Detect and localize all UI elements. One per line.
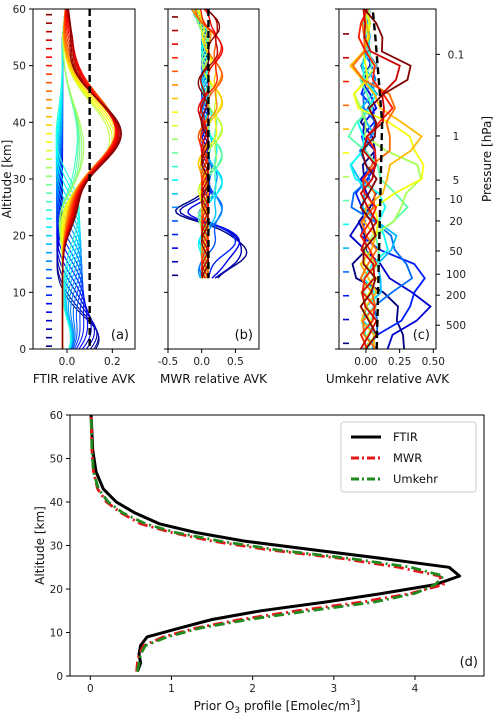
panel-a-avk-lines (55, 8, 122, 350)
panel-c-x-axis-label: Umkehr relative AVK (326, 372, 450, 386)
panel-b: -0.5 0.0 0.5 (b) MWR relative AVK (158, 8, 268, 386)
x-tick-label: 0.0 (193, 356, 210, 368)
avk-line (199, 8, 219, 279)
panel-b-y-ticks (164, 8, 168, 350)
y-tick-label: 40 (13, 117, 26, 129)
panel-c-side-markers (343, 33, 349, 345)
series-ftir-line (89, 414, 462, 673)
legend-box (340, 421, 477, 493)
panel-d-y-axis-label: Altitude [km] (33, 506, 47, 585)
xlabel-end: ] (356, 699, 361, 713)
panel-d-legend: FTIR MWR Umkehr (340, 421, 477, 493)
panel-a-side-markers (46, 13, 52, 347)
pressure-tick-label: 10 (449, 194, 462, 206)
panel-a-y-ticks: 0 10 20 30 40 50 60 (13, 4, 33, 356)
panel-a-x-axis-label: FTIR relative AVK (33, 372, 136, 386)
x-tick-label: 0.00 (354, 356, 377, 368)
panel-d-x-axis-label: Prior O3 profile [Emolec/m3] (194, 698, 361, 716)
x-tick-label: 0.25 (388, 356, 411, 368)
panel-a-x-ticks: 0.0 0.2 (59, 349, 121, 368)
x-tick-label: 1 (168, 683, 175, 695)
y-tick-label: 40 (50, 497, 63, 509)
xlabel-mid: profile [Emolec/m (240, 699, 350, 713)
panel-b-side-markers (172, 16, 178, 277)
xlabel-subscript: 3 (234, 706, 240, 716)
y-tick-label: 10 (13, 287, 26, 299)
avk-line (55, 8, 80, 350)
pressure-tick-label: 1 (453, 131, 460, 143)
panel-a: 0.0 0.2 0 10 20 30 40 50 60 (a) FTIR relative A… (0, 4, 136, 386)
pressure-tick-label: 50 (449, 246, 462, 258)
series-umkehr-line (89, 414, 445, 672)
panel-c-label: (c) (413, 328, 430, 343)
avk-line (352, 8, 425, 350)
legend-label-umkehr: Umkehr (393, 472, 438, 486)
avk-line (349, 8, 432, 350)
panel-a-label: (a) (111, 328, 129, 343)
legend-label-ftir: FTIR (393, 430, 418, 444)
y-tick-label: 30 (13, 174, 26, 186)
y-tick-label: 60 (13, 4, 26, 16)
x-tick-label: 4 (412, 683, 419, 695)
panel-c-pressure-ticks: 0.1 1 5 10 20 50 100 200 500 (436, 49, 466, 332)
x-tick-label: 0.2 (104, 356, 121, 368)
panel-c-y-ticks (335, 8, 339, 350)
xlabel-superscript: 3 (350, 698, 356, 708)
y-tick-label: 10 (50, 628, 63, 640)
x-tick-label: 0 (87, 683, 94, 695)
y-tick-label: 30 (50, 541, 63, 553)
pressure-tick-label: 500 (446, 320, 466, 332)
panel-c-pressure-axis-label: Pressure [hPa] (480, 116, 494, 202)
y-tick-label: 20 (50, 584, 63, 596)
avk-line (349, 8, 423, 350)
y-tick-label: 60 (50, 410, 63, 422)
y-tick-label: 50 (50, 454, 63, 466)
xlabel-prefix: Prior O (194, 699, 235, 713)
y-tick-label: 0 (56, 671, 63, 683)
x-tick-label: 0.50 (422, 356, 445, 368)
x-tick-label: -0.5 (158, 356, 179, 368)
legend-label-mwr: MWR (393, 451, 422, 465)
avk-line (199, 8, 223, 279)
x-tick-label: 3 (330, 683, 337, 695)
panel-d-prior-profiles (89, 414, 462, 673)
panel-c-avk-lines (347, 8, 432, 350)
y-tick-label: 20 (13, 231, 26, 243)
panel-b-avk-lines (174, 8, 248, 279)
avk-line (197, 8, 224, 279)
panel-d-x-ticks: 0 1 2 3 4 (87, 676, 419, 695)
pressure-tick-label: 200 (446, 290, 466, 302)
panel-c: 0.00 0.25 0.50 0.1 1 5 10 20 50 100 200 500 (c) Um… (326, 8, 494, 386)
avk-line (359, 8, 412, 350)
panel-d-label: (d) (460, 655, 478, 670)
panel-c-x-ticks: 0.00 0.25 0.50 (354, 349, 445, 368)
panel-b-x-axis-label: MWR relative AVK (160, 372, 268, 386)
x-tick-label: 0.0 (59, 356, 76, 368)
pressure-tick-label: 20 (449, 216, 462, 228)
panel-b-x-ticks: -0.5 0.0 0.5 (158, 349, 244, 368)
y-tick-label: 0 (19, 344, 26, 356)
panel-c-reference-dashed-line (371, 8, 384, 350)
panel-b-label: (b) (235, 328, 253, 343)
panel-d-y-ticks: 0 10 20 30 40 50 60 (50, 410, 70, 683)
x-tick-label: 2 (249, 683, 256, 695)
avk-line (349, 8, 389, 350)
pressure-tick-label: 0.1 (448, 49, 465, 61)
panel-a-y-axis-label: Altitude [km] (0, 140, 14, 219)
x-tick-label: 0.5 (227, 356, 244, 368)
pressure-tick-label: 5 (453, 175, 460, 187)
pressure-tick-label: 100 (446, 269, 466, 281)
y-tick-label: 50 (13, 61, 26, 73)
avk-line (359, 8, 401, 350)
